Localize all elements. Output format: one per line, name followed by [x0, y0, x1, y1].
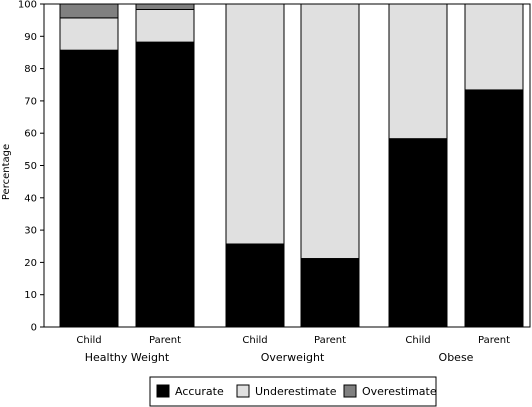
y-tick-label: 50	[24, 161, 37, 172]
legend-label-accurate: Accurate	[175, 385, 224, 398]
bars-layer	[59, 3, 524, 328]
legend-label-underestimate: Underestimate	[255, 385, 337, 398]
axes-layer: Child Parent Child Parent Child Parent Healthy…	[18, 0, 531, 364]
x-tick-label: Parent	[149, 335, 181, 346]
bar-segment-accurate-0	[59, 49, 119, 328]
group-label: Obese	[439, 351, 474, 364]
group-label: Overweight	[261, 351, 325, 364]
x-tick-label: Parent	[314, 335, 346, 346]
bar-segment-overestimate-0	[59, 3, 119, 19]
bar-segment-underestimate-1	[135, 8, 195, 43]
y-tick-label: 80	[24, 64, 37, 75]
bar-segment-accurate-5	[464, 89, 524, 328]
x-tick-label: Child	[76, 335, 101, 346]
y-tick-label: 10	[24, 290, 37, 301]
y-tick-label: 60	[24, 129, 37, 140]
y-tick-label: 0	[31, 323, 37, 334]
bar-segment-accurate-3	[300, 258, 360, 328]
bar-segment-underestimate-4	[388, 3, 448, 140]
legend-box	[149, 376, 437, 407]
legend-swatch-overestimate	[343, 384, 357, 398]
y-tick-label: 70	[24, 96, 37, 107]
bar-segment-underestimate-3	[300, 3, 360, 260]
x-tick-label: Child	[242, 335, 267, 346]
bar-segment-accurate-1	[135, 41, 195, 328]
bar-segment-accurate-4	[388, 138, 448, 328]
legend-swatch-accurate	[156, 384, 170, 398]
y-tick-label: 30	[24, 226, 37, 237]
bar-segment-overestimate-1	[135, 3, 195, 10]
group-label: Healthy Weight	[85, 351, 170, 364]
y-tick-label: 90	[24, 32, 37, 43]
y-tick-label: 100	[18, 0, 37, 11]
bar-segment-underestimate-5	[464, 3, 524, 91]
y-tick-label: 40	[24, 193, 37, 204]
x-tick-label: Parent	[478, 335, 510, 346]
legend: Accurate Underestimate Overestimate	[149, 376, 437, 407]
legend-swatch-underestimate	[236, 384, 250, 398]
bar-segment-underestimate-2	[225, 3, 285, 245]
y-tick-label: 20	[24, 258, 37, 269]
y-axis-label: Percentage	[1, 144, 12, 200]
x-tick-label: Child	[405, 335, 430, 346]
legend-label-overestimate: Overestimate	[362, 385, 437, 398]
bar-segment-underestimate-0	[59, 17, 119, 51]
bar-segment-accurate-2	[225, 243, 285, 328]
